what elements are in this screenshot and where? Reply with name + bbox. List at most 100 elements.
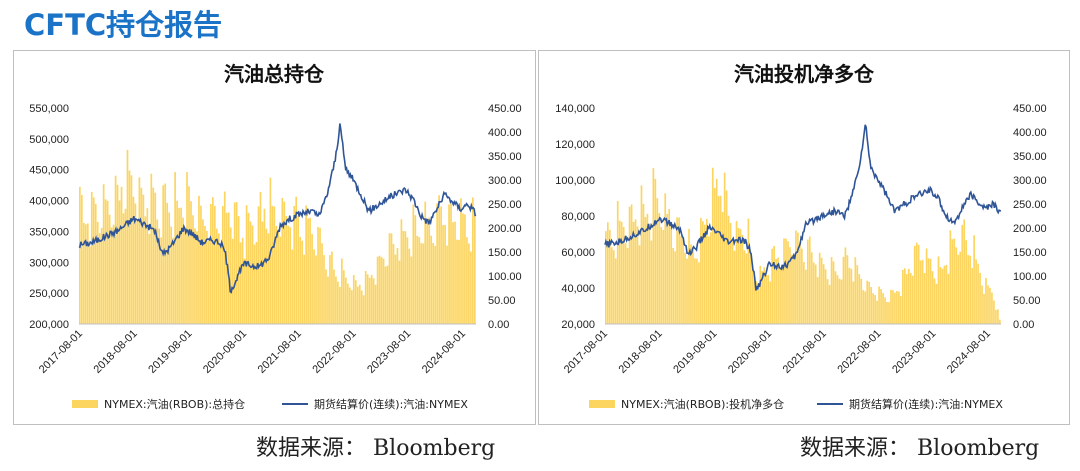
- legend-bar-label: NYMEX:汽油(RBOB):投机净多仓: [621, 397, 784, 411]
- bar: [444, 224, 446, 324]
- bar: [842, 256, 845, 324]
- bar: [297, 216, 300, 324]
- bar: [426, 221, 429, 324]
- chart-svg-speculative-net-long: 汽油投机净多仓 20,000 40,000 60,000 80,000 100,000 12…: [555, 62, 1047, 411]
- bar: [741, 234, 744, 324]
- chart-title: 汽油投机净多仓: [734, 62, 875, 86]
- bar: [251, 225, 254, 324]
- y-left-tick-label: 140,000: [555, 103, 595, 115]
- bar: [927, 258, 930, 324]
- bar: [666, 214, 669, 324]
- bar: [376, 256, 379, 324]
- x-tick-label: 2018-08-01: [92, 328, 140, 376]
- bar: [295, 196, 298, 324]
- bar: [872, 293, 874, 324]
- bar: [360, 290, 363, 324]
- bar: [462, 213, 464, 324]
- bar: [452, 222, 454, 324]
- bar: [253, 244, 256, 324]
- bar: [412, 204, 415, 324]
- bar: [882, 293, 884, 324]
- bar: [249, 221, 252, 324]
- x-tick-label: 2017-08-01: [562, 328, 610, 376]
- bar: [763, 267, 766, 324]
- bar: [396, 247, 399, 324]
- x-tick-label: 2018-08-01: [617, 328, 665, 376]
- bar: [616, 200, 619, 324]
- bar: [319, 227, 321, 324]
- bar: [606, 222, 609, 324]
- bar: [213, 205, 216, 324]
- bar: [138, 177, 141, 324]
- bar: [717, 195, 720, 324]
- bar: [313, 249, 315, 324]
- bar: [152, 187, 155, 324]
- bar: [801, 248, 803, 324]
- bar: [366, 274, 369, 324]
- chart-total-open-interest: 汽油总持仓 200,000 250,000 300,000 350,000 400,000…: [13, 50, 536, 425]
- bar: [771, 248, 773, 324]
- bar: [907, 268, 910, 324]
- bar: [160, 237, 163, 324]
- bar: [987, 285, 989, 324]
- y-right-tick-label: 250.00: [1013, 199, 1047, 211]
- legend-line-label: 期货结算价(连续):汽油:NYMEX: [849, 397, 1003, 411]
- bar: [711, 167, 714, 324]
- bar: [963, 219, 966, 324]
- bar: [410, 256, 413, 324]
- bar: [886, 301, 888, 324]
- bar: [624, 243, 627, 324]
- bar: [820, 257, 823, 324]
- bar: [670, 222, 673, 324]
- legend-bar-swatch: [589, 400, 615, 408]
- bar: [333, 269, 335, 324]
- bar: [690, 244, 692, 324]
- bar: [688, 228, 690, 324]
- bar: [134, 203, 137, 324]
- x-tick-label: 2024-08-01: [945, 328, 993, 376]
- bar: [793, 258, 795, 324]
- bar: [132, 196, 135, 324]
- bar: [931, 271, 934, 324]
- bar: [285, 216, 288, 324]
- bar: [430, 235, 433, 324]
- bar: [96, 221, 99, 324]
- bar: [305, 205, 307, 324]
- bar: [900, 295, 902, 324]
- bar: [751, 263, 754, 324]
- bar: [725, 190, 728, 324]
- price-line: [604, 124, 1002, 291]
- bar: [172, 237, 174, 324]
- bar: [261, 221, 264, 324]
- bar: [122, 213, 125, 324]
- bar: [608, 229, 611, 324]
- bar: [618, 220, 621, 324]
- bar: [404, 231, 407, 324]
- x-tick-label: 2019-08-01: [146, 328, 194, 376]
- bar: [184, 227, 186, 324]
- bar: [112, 224, 115, 324]
- price-line: [78, 123, 477, 294]
- legend: NYMEX:汽油(RBOB):投机净多仓 期货结算价(连续):汽油:NYMEX: [589, 397, 1003, 411]
- x-tick-label: 2024-08-01: [420, 328, 468, 376]
- bar: [428, 217, 431, 324]
- bar: [343, 270, 345, 324]
- bar: [362, 295, 365, 324]
- bar: [202, 219, 204, 324]
- bar: [723, 172, 726, 324]
- bar: [323, 255, 325, 324]
- bar: [636, 226, 639, 324]
- bar: [797, 232, 799, 324]
- bar: [680, 236, 682, 324]
- bar: [279, 236, 282, 324]
- bar: [983, 293, 985, 324]
- bar: [370, 275, 373, 324]
- y-right-tick-label: 50.00: [1013, 295, 1041, 307]
- bar: [460, 198, 462, 324]
- bar: [92, 197, 95, 324]
- bar: [182, 217, 184, 324]
- bar: [755, 281, 758, 324]
- bar: [450, 202, 452, 324]
- bar: [317, 226, 319, 324]
- bar: [180, 207, 182, 324]
